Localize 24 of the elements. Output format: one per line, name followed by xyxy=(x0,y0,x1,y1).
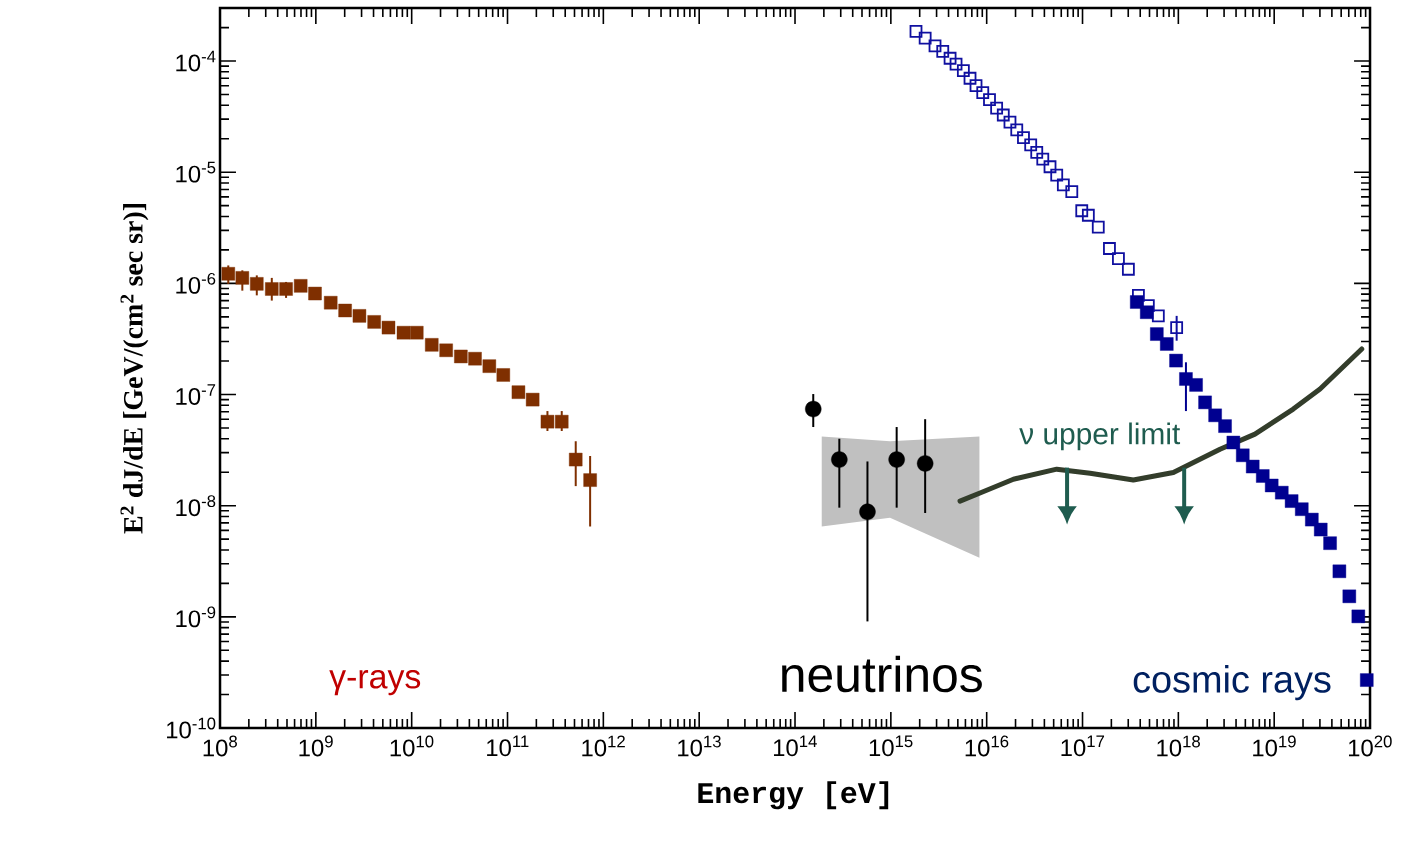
x-tick-label: 10$^{17}$ xyxy=(1061,735,1105,757)
x-tick-label: 10$^{20}$ xyxy=(1349,735,1392,757)
y-tick-label: 10$^{-5}$ xyxy=(176,161,216,183)
y-tick-label: 10$^{-9}$ xyxy=(176,606,216,628)
y-tick-label: 10$^{-6}$ xyxy=(176,272,216,294)
y-tick-label: 10$^{-4}$ xyxy=(176,50,216,72)
annotation: ν upper limit xyxy=(1019,422,1181,451)
annotation: cosmic rays xyxy=(1133,665,1331,701)
x-tick-label: 10$^{19}$ xyxy=(1253,735,1296,757)
y-tick-label: 10$^{-7}$ xyxy=(176,384,216,405)
x-tick-label: 10$^{16}$ xyxy=(965,735,1009,757)
x-tick-label: 10$^{15}$ xyxy=(869,735,913,757)
x-tick-label: 10$^{10}$ xyxy=(390,735,434,757)
x-tick-label: 10$^{18}$ xyxy=(1157,735,1200,757)
y-axis-title: E$^{2}$ dJ/dE [GeV/(cm$^{2}$ sec sr)] xyxy=(120,204,149,534)
x-axis-title: Energy [eV] xyxy=(698,781,889,810)
x-tick-label: 10$^{9}$ xyxy=(299,735,333,757)
x-tick-label: 10$^{11}$ xyxy=(487,735,529,757)
x-tick-label: 10$^{12}$ xyxy=(582,735,625,757)
x-tick-label: 10$^{14}$ xyxy=(773,735,817,757)
x-tick-label: 10$^{13}$ xyxy=(678,735,721,757)
annotation: γ-rays xyxy=(329,670,421,696)
y-tick-label: 10$^{-8}$ xyxy=(176,495,216,517)
annotation: neutrinos xyxy=(782,655,982,693)
